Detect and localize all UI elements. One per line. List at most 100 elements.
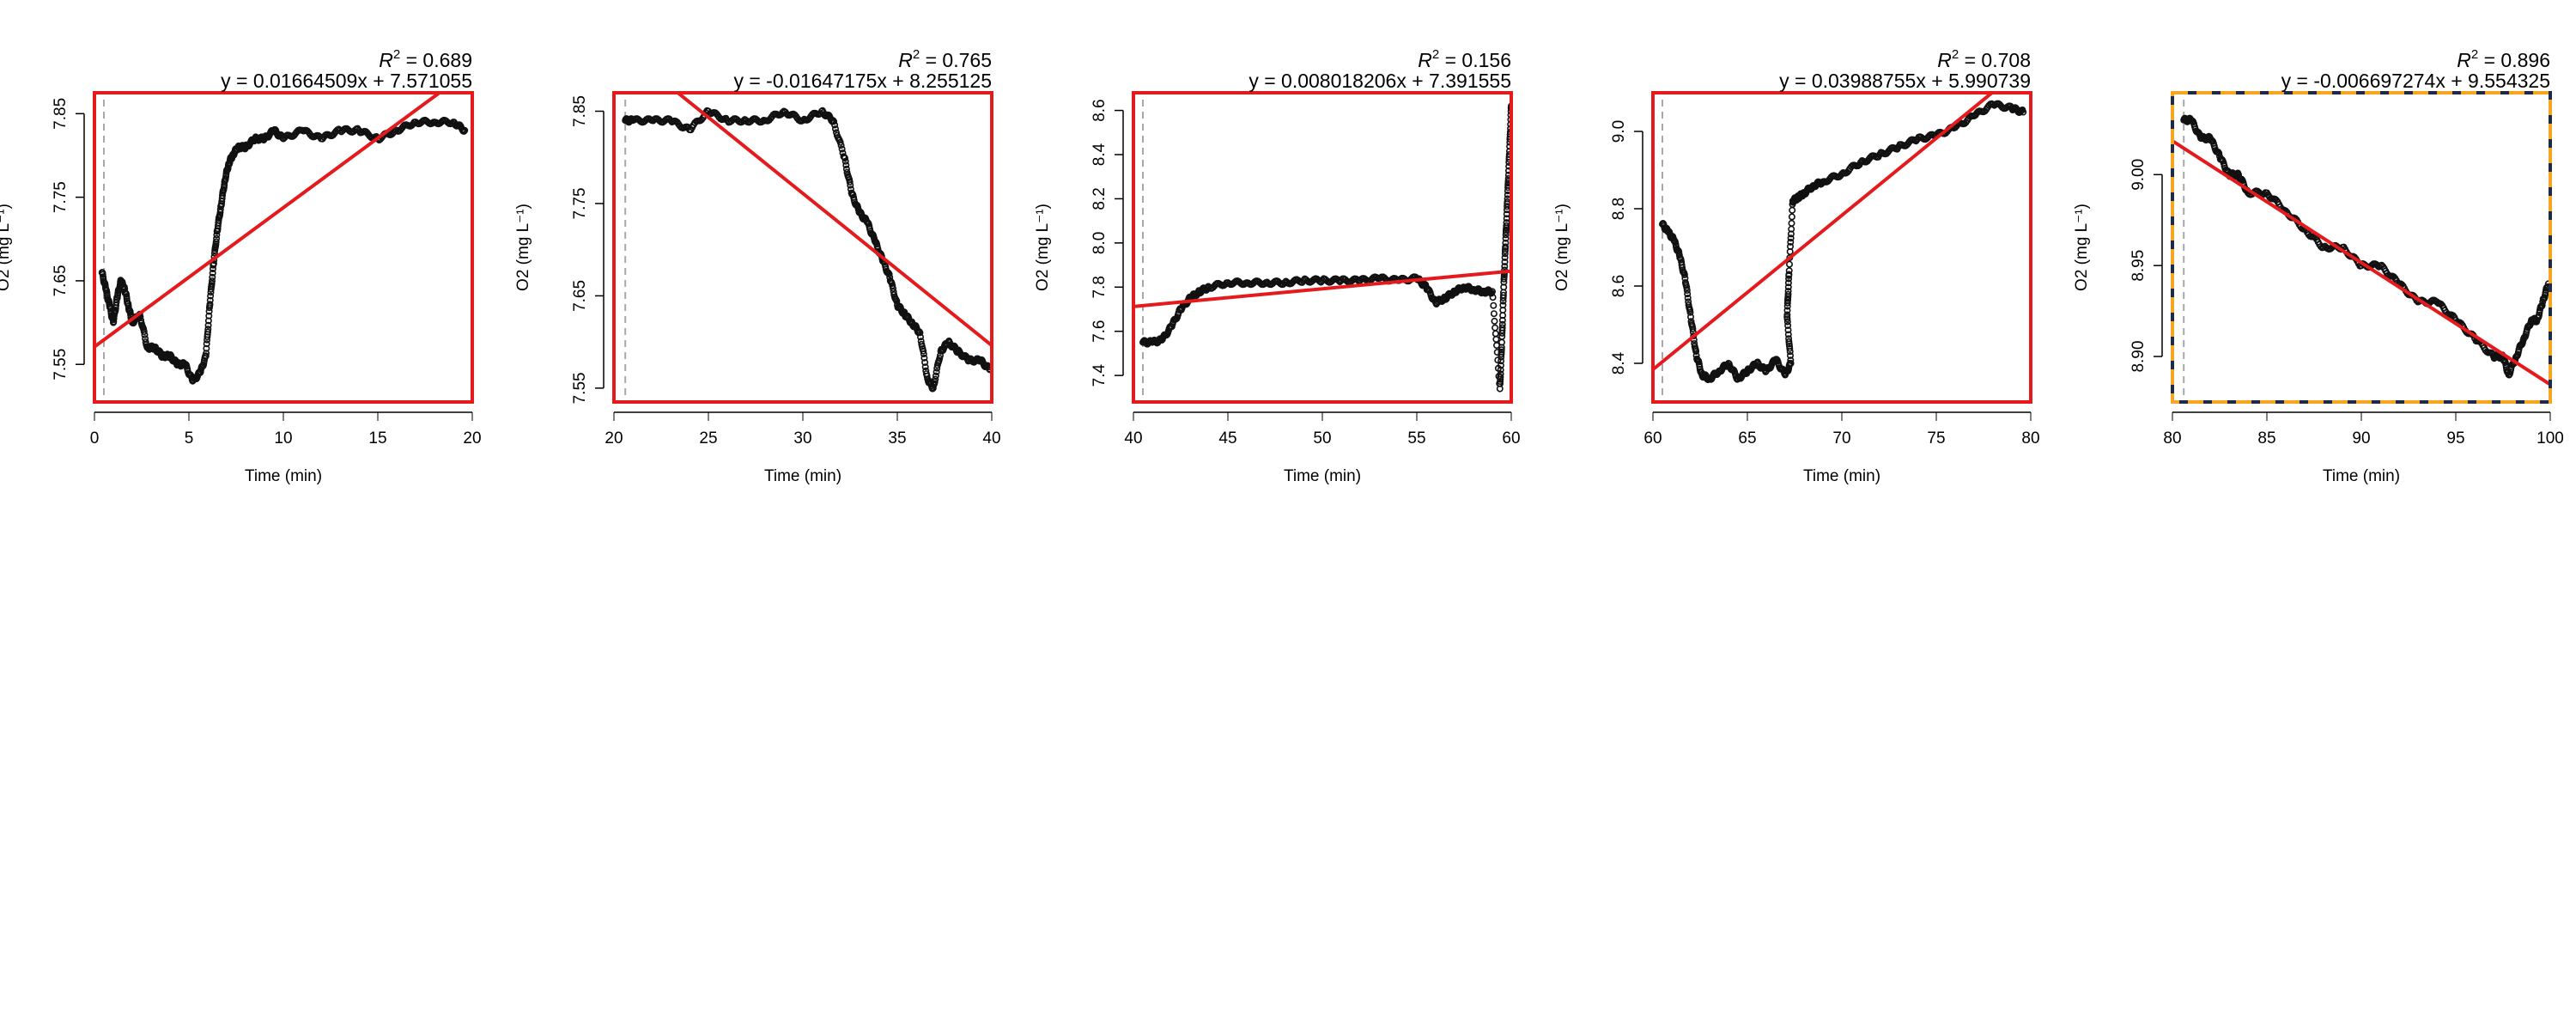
plot-box — [93, 91, 474, 404]
x-tick-label: 80 — [2021, 429, 2039, 447]
x-axis-label: Time (min) — [764, 467, 841, 485]
data-point — [920, 347, 927, 355]
plot-box — [1132, 91, 1513, 404]
y-tick-label: 7.8 — [1091, 276, 1109, 298]
data-point — [932, 372, 939, 380]
data-point — [986, 366, 992, 374]
data-point — [1788, 219, 1795, 227]
data-point — [1497, 362, 1504, 369]
data-point — [204, 326, 212, 333]
data-point — [1683, 286, 1691, 294]
data-point — [1784, 331, 1792, 338]
data-point — [1492, 324, 1499, 332]
data-point — [1502, 234, 1510, 242]
r-squared-value: = 0.708 — [1959, 49, 2031, 71]
y-tick-label: 8.90 — [2129, 341, 2148, 373]
chart-panel-2: 20 25 30 35 40 Time (min) 7.55 7.65 7.75 7.85 O2 (… — [514, 47, 1001, 485]
data-point — [213, 231, 221, 239]
data-point — [1489, 294, 1497, 301]
data-point — [1785, 267, 1793, 275]
data-point — [1786, 260, 1794, 268]
data-point — [1683, 283, 1691, 291]
x-tick-label: 40 — [1124, 429, 1142, 447]
data-point — [1689, 325, 1697, 332]
data-point — [885, 271, 893, 278]
data-point — [142, 335, 149, 343]
x-tick-label: 45 — [1218, 429, 1236, 447]
data-point — [1684, 290, 1692, 298]
data-points — [1139, 102, 1511, 393]
x-tick-label: 30 — [793, 429, 811, 447]
data-point — [1785, 335, 1793, 343]
data-point — [1787, 234, 1795, 242]
data-point — [920, 350, 927, 358]
data-point — [2538, 301, 2546, 309]
data-point — [1491, 317, 1498, 325]
data-point — [207, 292, 215, 300]
r-squared-exponent: 2 — [2471, 47, 2478, 62]
x-tick-label: 0 — [90, 429, 100, 447]
r-squared-exponent: 2 — [393, 47, 400, 62]
r-squared-exponent: 2 — [1432, 47, 1439, 62]
data-point — [141, 331, 149, 338]
y-axis-label: O2 (mg L⁻¹) — [2073, 204, 2091, 291]
y-tick-label: 8.6 — [1091, 99, 1109, 121]
data-point — [1492, 330, 1499, 338]
data-point — [1686, 308, 1694, 316]
r-squared-value: = 0.156 — [1439, 49, 1511, 71]
plot-box-highlight — [2171, 91, 2552, 404]
data-point — [917, 333, 925, 341]
data-point — [1498, 332, 1506, 340]
x-tick-label: 35 — [888, 429, 906, 447]
r-squared-value: = 0.765 — [920, 49, 992, 71]
regression-equation: y = 0.03988755x + 5.990739 — [1779, 70, 2031, 92]
x-tick-label: 90 — [2352, 429, 2370, 447]
data-point — [1784, 321, 1792, 329]
r-squared-symbol: R — [2457, 49, 2471, 71]
plot-box — [612, 91, 993, 404]
y-tick-label: 8.6 — [1610, 275, 1628, 297]
data-point — [890, 284, 897, 292]
data-point — [1785, 275, 1793, 283]
data-point — [931, 378, 939, 386]
data-point — [1498, 350, 1505, 358]
data-point — [1504, 171, 1511, 179]
data-point — [209, 277, 216, 284]
data-point — [921, 363, 929, 371]
y-tick-label: 8.4 — [1610, 351, 1628, 374]
data-point — [1501, 258, 1509, 265]
data-point — [2544, 283, 2550, 290]
data-point — [1784, 279, 1792, 287]
data-point — [1508, 102, 1511, 110]
data-point — [204, 321, 212, 329]
y-tick-label: 8.8 — [1610, 198, 1628, 220]
x-tick-label: 10 — [274, 429, 292, 447]
data-point — [202, 352, 210, 360]
x-tick-label: 20 — [605, 429, 623, 447]
data-point — [1784, 287, 1792, 295]
r-squared-exponent: 2 — [913, 47, 920, 62]
x-tick-label: 60 — [1502, 429, 1520, 447]
data-point — [212, 238, 220, 246]
data-point — [1783, 307, 1791, 314]
data-point — [1502, 239, 1510, 247]
data-point — [1498, 324, 1506, 332]
data-points — [2180, 114, 2550, 379]
data-point — [932, 375, 939, 383]
x-axis-label: Time (min) — [245, 467, 322, 485]
data-point — [893, 297, 901, 305]
data-point — [1787, 238, 1795, 246]
y-tick-label: 7.75 — [571, 187, 589, 219]
r-squared-label: R2 = 0.765 — [898, 47, 992, 71]
data-point — [1490, 310, 1498, 318]
data-point — [1785, 338, 1793, 345]
data-point — [209, 273, 216, 281]
regression-equation: y = -0.01647175x + 8.255125 — [733, 70, 992, 92]
y-tick-label: 7.85 — [571, 95, 589, 127]
data-point — [2544, 280, 2550, 288]
data-point — [837, 142, 845, 149]
data-point — [1497, 380, 1504, 387]
x-axis-label: Time (min) — [1803, 467, 1880, 485]
data-point — [1787, 359, 1795, 367]
